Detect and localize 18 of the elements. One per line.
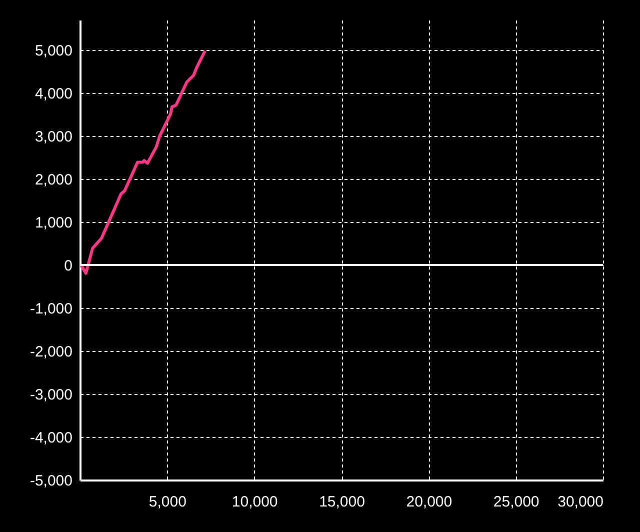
y-tick-label: 5,000 <box>34 42 72 60</box>
x-tick-label: 15,000 <box>319 494 365 510</box>
y-tick-label: -2,000 <box>30 344 72 361</box>
y-tick-label: 2,000 <box>34 172 72 189</box>
y-tick-label: -5,000 <box>30 472 72 490</box>
y-tick-label: -3,000 <box>30 386 72 404</box>
y-tick-label: 3,000 <box>34 128 72 146</box>
y-tick-label: 4,000 <box>34 86 72 103</box>
x-tick-label: 30,000 <box>558 494 604 510</box>
line-series <box>80 49 206 275</box>
y-tick-label: -4,000 <box>30 430 72 447</box>
y-tick-label: 1,000 <box>34 214 72 232</box>
x-tick-label: 10,000 <box>232 494 278 510</box>
x-tick-label: 20,000 <box>406 494 452 510</box>
x-tick-label: 5,000 <box>148 494 186 510</box>
y-tick-label: 0 <box>64 258 72 275</box>
x-tick-label: 25,000 <box>493 494 540 510</box>
y-tick-label: -1,000 <box>30 300 72 318</box>
